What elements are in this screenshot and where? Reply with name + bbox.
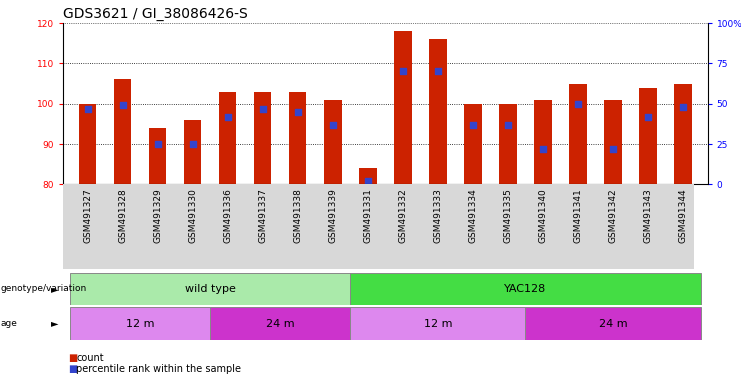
Text: GSM491332: GSM491332 [399,189,408,243]
Bar [210,307,350,340]
Point [502,122,514,128]
Point [432,68,444,74]
Text: GSM491339: GSM491339 [328,189,337,243]
Bar [394,31,411,184]
Point [187,141,199,147]
Text: age: age [1,319,18,328]
Text: GSM491330: GSM491330 [188,189,197,243]
Text: GSM491340: GSM491340 [539,189,548,243]
Point [327,122,339,128]
Bar [534,100,552,184]
Text: ■: ■ [68,353,77,363]
Bar [639,88,657,184]
Text: GSM491329: GSM491329 [153,189,162,243]
Text: ►: ► [51,284,59,294]
Point [222,114,233,120]
Text: 24 m: 24 m [266,318,294,329]
Bar [359,168,376,184]
Text: GSM491341: GSM491341 [574,189,582,243]
Text: GSM491344: GSM491344 [679,189,688,243]
Bar [569,84,587,184]
Bar [254,92,271,184]
Bar [184,120,202,184]
Text: 24 m: 24 m [599,318,628,329]
Point [397,68,409,74]
Bar [70,273,350,305]
Text: GSM491333: GSM491333 [433,189,442,243]
Bar [429,39,447,184]
Bar [674,84,692,184]
Bar [79,104,96,184]
Text: GSM491336: GSM491336 [223,189,232,243]
Bar [350,273,701,305]
Point [642,114,654,120]
Point [607,146,619,152]
Text: ■: ■ [68,364,77,374]
Point [82,106,93,112]
Bar [525,307,701,340]
Point [152,141,164,147]
Text: GSM491328: GSM491328 [118,189,127,243]
Bar [289,92,307,184]
Text: GDS3621 / GI_38086426-S: GDS3621 / GI_38086426-S [63,7,247,21]
Text: genotype/variation: genotype/variation [1,284,87,293]
Text: GSM491338: GSM491338 [293,189,302,243]
Point [467,122,479,128]
Point [257,106,269,112]
Point [572,101,584,107]
Point [537,146,549,152]
Point [292,109,304,115]
Text: GSM491342: GSM491342 [608,189,617,243]
Text: YAC128: YAC128 [505,284,547,294]
Point [116,102,128,108]
Text: GSM491335: GSM491335 [503,189,513,243]
Text: percentile rank within the sample: percentile rank within the sample [76,364,242,374]
Text: ►: ► [51,318,59,328]
Text: wild type: wild type [185,284,236,294]
Bar [499,104,516,184]
Text: count: count [76,353,104,363]
Point [677,104,689,110]
Text: GSM491334: GSM491334 [468,189,477,243]
Point [362,178,373,184]
Bar [219,92,236,184]
Bar [70,307,210,340]
Text: GSM491343: GSM491343 [644,189,653,243]
Text: 12 m: 12 m [424,318,452,329]
Bar [350,307,525,340]
Text: GSM491331: GSM491331 [363,189,372,243]
Bar [149,128,166,184]
Bar [464,104,482,184]
Text: GSM491327: GSM491327 [83,189,92,243]
Text: GSM491337: GSM491337 [258,189,268,243]
Text: 12 m: 12 m [126,318,154,329]
Bar [324,100,342,184]
Bar [605,100,622,184]
Bar [114,79,131,184]
